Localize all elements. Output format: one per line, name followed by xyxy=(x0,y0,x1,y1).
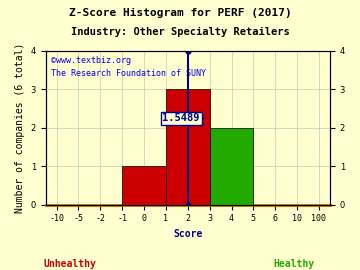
Text: The Research Foundation of SUNY: The Research Foundation of SUNY xyxy=(51,69,206,78)
Y-axis label: Number of companies (6 total): Number of companies (6 total) xyxy=(15,42,25,213)
Text: Industry: Other Specialty Retailers: Industry: Other Specialty Retailers xyxy=(71,27,289,37)
X-axis label: Score: Score xyxy=(173,229,202,239)
Text: ©www.textbiz.org: ©www.textbiz.org xyxy=(51,56,131,65)
Bar xyxy=(122,166,166,204)
Text: Unhealthy: Unhealthy xyxy=(43,259,96,269)
Text: Healthy: Healthy xyxy=(274,259,315,269)
Text: Z-Score Histogram for PERF (2017): Z-Score Histogram for PERF (2017) xyxy=(69,8,291,18)
Bar xyxy=(166,89,210,204)
Bar xyxy=(210,128,253,204)
Text: 1.5489: 1.5489 xyxy=(162,113,200,123)
